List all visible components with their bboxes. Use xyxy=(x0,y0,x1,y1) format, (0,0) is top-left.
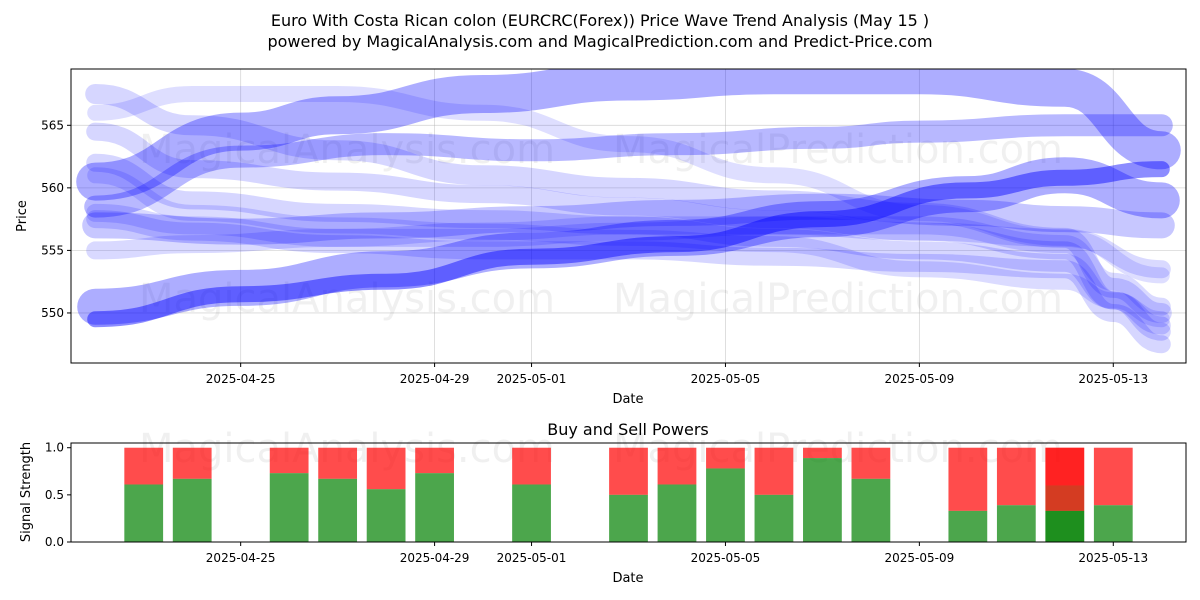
price-x-tick-label: 2025-05-09 xyxy=(884,372,954,386)
buy-bar xyxy=(996,505,1036,542)
price-x-tick-label: 2025-05-05 xyxy=(691,372,761,386)
sell-bar xyxy=(318,447,358,479)
price-x-axis: 2025-04-25 2025-04-29 2025-05-01 2025-05-05… xyxy=(206,363,1148,386)
sell-bar xyxy=(851,447,891,479)
watermark-layer: MagicalAnalysis.com MagicalPrediction.co… xyxy=(139,127,1063,322)
sell-bar xyxy=(124,447,164,485)
watermark-analysis-mid: MagicalAnalysis.com xyxy=(139,276,555,322)
wave-band-5 xyxy=(82,193,1175,245)
power-x-label: Date xyxy=(612,571,643,586)
power-y-tick-label: 1.0 xyxy=(45,441,64,455)
buy-bar xyxy=(415,473,454,542)
sell-bar-overlay xyxy=(1045,447,1085,486)
buy-bar xyxy=(269,473,309,542)
buy-bar xyxy=(609,494,648,542)
price-x-tick-label: 2025-05-01 xyxy=(497,372,567,386)
watermark-prediction-top: MagicalPrediction.com xyxy=(613,127,1063,173)
power-chart-title: Buy and Sell Powers xyxy=(547,420,709,439)
price-y-tick-label: 560 xyxy=(41,181,64,195)
price-y-label: Price xyxy=(15,200,30,232)
sell-bar-overlay-dark xyxy=(1045,485,1085,511)
wave-band-8 xyxy=(86,153,1171,341)
power-plot-frame xyxy=(70,442,1187,543)
wave-band-13 xyxy=(86,203,1171,316)
sell-bar xyxy=(609,447,648,495)
price-y-tick-label: 550 xyxy=(41,306,64,320)
power-x-tick-label: 2025-04-25 xyxy=(206,551,276,565)
wave-band-6 xyxy=(85,84,1172,323)
price-y-axis: 550 555 560 565 xyxy=(41,118,71,320)
wave-band-1 xyxy=(76,69,1181,201)
price-x-tick-label: 2025-05-13 xyxy=(1078,372,1148,386)
price-plot-frame xyxy=(70,68,1187,364)
wave-band-12 xyxy=(86,216,1171,279)
price-x-tick-label: 2025-04-25 xyxy=(206,372,276,386)
power-x-tick-label: 2025-05-09 xyxy=(884,551,954,565)
buy-bar xyxy=(657,484,697,542)
sell-bar xyxy=(803,447,842,459)
wave-band-7 xyxy=(86,122,1171,335)
sell-bar xyxy=(754,447,794,495)
power-y-tick-label: 0.0 xyxy=(45,535,64,549)
wave-band-3 xyxy=(87,161,1170,328)
power-x-tick-label: 2025-04-29 xyxy=(400,551,470,565)
buy-bar xyxy=(851,478,891,542)
sell-bar xyxy=(366,447,406,490)
wave-band-10 xyxy=(87,85,1170,284)
buy-bar xyxy=(512,484,551,542)
power-y-label: Signal Strength xyxy=(19,442,34,542)
price-y-tick-label: 555 xyxy=(41,243,64,257)
buy-bar xyxy=(172,478,212,542)
wave-band-9 xyxy=(86,210,1171,354)
sell-bar xyxy=(706,447,745,469)
chart-subtitle: powered by MagicalAnalysis.com and Magic… xyxy=(267,32,932,51)
buy-bar xyxy=(124,484,164,542)
sell-bar xyxy=(657,447,697,485)
buy-bar xyxy=(318,478,358,542)
sell-bar xyxy=(415,447,454,474)
wave-band-11 xyxy=(87,167,1170,328)
power-x-tick-label: 2025-05-05 xyxy=(691,551,761,565)
power-x-tick-label: 2025-05-13 xyxy=(1078,551,1148,565)
buy-sell-chart: Buy and Sell Powers MagicalAnalysis.com … xyxy=(19,420,1187,586)
sell-bar xyxy=(512,447,551,485)
watermark-analysis-top: MagicalAnalysis.com xyxy=(139,127,555,173)
price-bands xyxy=(76,69,1181,354)
price-wave-chart: MagicalAnalysis.com MagicalPrediction.co… xyxy=(15,68,1187,407)
buy-bar xyxy=(754,494,794,542)
wave-band-2 xyxy=(77,157,1180,325)
power-x-tick-label: 2025-05-01 xyxy=(497,551,567,565)
sell-bar xyxy=(948,447,988,511)
wave-band-4 xyxy=(84,114,1173,218)
buy-bar xyxy=(366,489,406,542)
sell-bar xyxy=(269,447,309,474)
buy-bar-overlay xyxy=(1045,510,1085,542)
watermark-prediction-mid: MagicalPrediction.com xyxy=(613,276,1063,322)
sell-bar xyxy=(996,447,1036,506)
buy-bar xyxy=(948,510,988,542)
price-grid xyxy=(71,69,1186,363)
buy-bar xyxy=(1093,505,1133,542)
chart-title: Euro With Costa Rican colon (EURCRC(Fore… xyxy=(271,11,929,30)
buy-bar xyxy=(706,468,745,542)
power-x-axis: 2025-04-25 2025-04-29 2025-05-01 2025-05-05… xyxy=(206,542,1148,565)
buy-bar xyxy=(803,458,842,542)
power-bars xyxy=(124,447,1133,542)
power-y-axis: 0.0 0.5 1.0 xyxy=(45,441,71,549)
sell-bar xyxy=(172,447,212,479)
price-y-tick-label: 565 xyxy=(41,118,64,132)
price-x-tick-label: 2025-04-29 xyxy=(400,372,470,386)
sell-bar xyxy=(1093,447,1133,506)
power-y-tick-label: 0.5 xyxy=(45,488,64,502)
price-x-label: Date xyxy=(612,392,643,407)
